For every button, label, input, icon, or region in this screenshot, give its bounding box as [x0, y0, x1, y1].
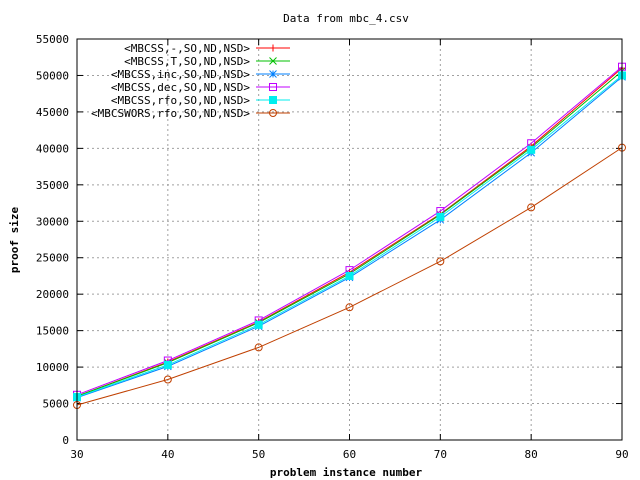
legend-item: <MBCSS,-,SO,ND,NSD>	[124, 42, 290, 55]
legend-swatch-marker	[269, 96, 277, 104]
data-point	[345, 271, 354, 280]
y-tick-label: 35000	[36, 179, 69, 192]
data-point	[436, 212, 445, 221]
legend-label: <MBCSWORS,rfo,SO,ND,NSD>	[91, 107, 250, 120]
y-tick-label: 55000	[36, 33, 69, 46]
legend-item: <MBCSS,inc,SO,ND,NSD>	[111, 68, 290, 81]
y-tick-label: 0	[62, 434, 69, 447]
data-point	[527, 145, 536, 154]
x-tick-label: 70	[434, 448, 447, 461]
y-tick-label: 15000	[36, 325, 69, 338]
data-point	[345, 303, 354, 312]
grid-layer	[77, 39, 622, 440]
legend-label: <MBCSS,inc,SO,ND,NSD>	[111, 68, 250, 81]
x-axis-label: problem instance number	[270, 466, 423, 479]
series-5	[73, 71, 626, 401]
legend-item: <MBCSS,dec,SO,ND,NSD>	[111, 81, 290, 94]
x-tick-label: 90	[615, 448, 628, 461]
data-point	[436, 257, 445, 266]
legend-item: <MBCSWORS,rfo,SO,ND,NSD>	[91, 107, 290, 120]
series-layer	[73, 62, 626, 410]
x-tick-label: 60	[343, 448, 356, 461]
tick-layer: 0 5000 10000 15000 20000 25000 30000 35000 40000…	[36, 33, 629, 461]
series-line	[76, 75, 623, 398]
y-axis-label: proof size	[8, 207, 21, 274]
x-tick-label: 50	[252, 448, 265, 461]
series-4	[73, 62, 626, 399]
y-tick-label: 25000	[36, 252, 69, 265]
series-6	[73, 143, 626, 410]
y-tick-label: 5000	[43, 398, 70, 411]
data-point	[254, 320, 263, 329]
y-tick-label: 40000	[36, 142, 69, 155]
data-point	[527, 203, 536, 212]
data-point	[163, 360, 172, 369]
legend-label: <MBCSS,-,SO,ND,NSD>	[124, 42, 250, 55]
y-tick-label: 50000	[36, 69, 69, 82]
legend-swatch-marker	[269, 83, 277, 91]
y-tick-label: 10000	[36, 361, 69, 374]
legend-swatch-marker	[269, 57, 277, 65]
plot-frame	[76, 38, 623, 441]
legend-label: <MBCSS,dec,SO,ND,NSD>	[111, 81, 250, 94]
legend-item: <MBCSS,rfo,SO,ND,NSD>	[111, 94, 290, 107]
chart-title: Data from mbc_4.csv	[283, 12, 409, 25]
data-point	[163, 375, 172, 384]
legend-swatch-marker	[269, 109, 277, 117]
legend-label: <MBCSS,rfo,SO,ND,NSD>	[111, 94, 250, 107]
series-line	[76, 66, 623, 396]
y-tick-label: 20000	[36, 288, 69, 301]
x-tick-label: 30	[70, 448, 83, 461]
y-tick-label: 45000	[36, 106, 69, 119]
x-tick-label: 40	[161, 448, 174, 461]
legend-swatch-marker	[269, 44, 277, 52]
legend-swatch-marker	[269, 70, 277, 78]
legend-item: <MBCSS,T,SO,ND,NSD>	[124, 55, 290, 68]
legend: <MBCSS,-,SO,ND,NSD><MBCSS,T,SO,ND,NSD><M…	[91, 42, 290, 120]
legend-label: <MBCSS,T,SO,ND,NSD>	[124, 55, 250, 68]
data-point	[254, 343, 263, 352]
x-tick-label: 80	[525, 448, 538, 461]
series-3	[73, 73, 626, 402]
y-tick-label: 30000	[36, 215, 69, 228]
series-line	[76, 147, 623, 406]
